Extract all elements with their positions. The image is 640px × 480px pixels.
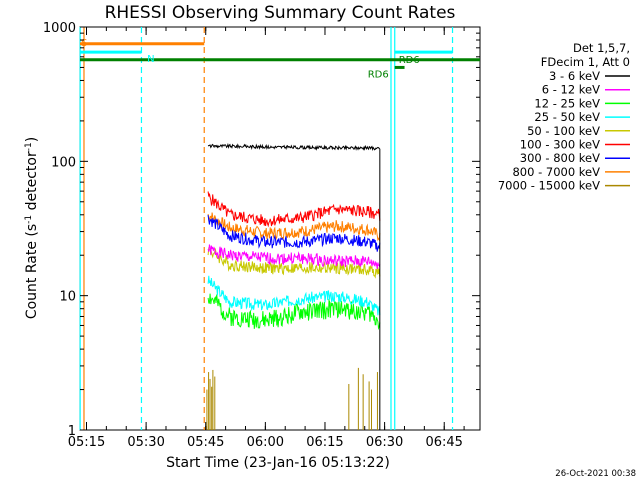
- legend-label: 25 - 50 keV: [534, 110, 600, 124]
- y-axis-label: Count Rate (s-1 detector-1): [24, 137, 40, 319]
- series-layer: [206, 142, 381, 430]
- legend-header-1: Det 1,5,7,: [573, 41, 630, 55]
- x-tick-label: 05:15: [68, 435, 105, 450]
- legend-label: 3 - 6 keV: [549, 69, 600, 83]
- plot-area: [79, 26, 481, 431]
- series-12-25-kev-line: [207, 293, 381, 331]
- series-25-50-kev-line: [207, 275, 381, 316]
- series-100-300-kev-line: [207, 191, 381, 228]
- flag-label: N: [147, 54, 154, 65]
- legend-label: 12 - 25 keV: [534, 96, 600, 110]
- y-tick-label: 10: [59, 290, 76, 305]
- legend-label: 6 - 12 keV: [542, 83, 600, 97]
- y-tick-label: 1: [68, 424, 76, 439]
- flag-label: RD6: [399, 55, 420, 66]
- plot-frame: [79, 26, 481, 431]
- series-50-100-kev-line: [207, 247, 381, 279]
- series-800-7000-kev-line: [207, 212, 381, 242]
- series-300-800-kev-line: [207, 215, 381, 252]
- x-axis-ticks: 05:15 05:30 05:45 06:00 06:15 06:30 06:45: [68, 27, 465, 450]
- x-tick-label: 05:45: [187, 435, 224, 450]
- x-tick-label: 06:00: [247, 435, 284, 450]
- legend-label: 800 - 7000 keV: [512, 165, 600, 179]
- legend-label: 7000 - 15000 keV: [498, 179, 600, 193]
- y-axis-ticks: 1 10 100 1000: [43, 21, 480, 439]
- chart-title: RHESSI Observing Summary Count Rates: [105, 3, 456, 23]
- x-axis-label: Start Time (23-Jan-16 05:13:22): [166, 455, 390, 471]
- x-tick-label: 05:30: [127, 435, 164, 450]
- x-tick-label: 06:15: [306, 435, 343, 450]
- observing-flags: S N RD6 RD6: [79, 27, 480, 430]
- flag-label: RD6: [368, 69, 389, 80]
- legend-label: 300 - 800 keV: [520, 151, 600, 165]
- y-tick-label: 100: [51, 155, 76, 170]
- x-tick-label: 06:30: [366, 435, 403, 450]
- y-tick-label: 1000: [43, 21, 76, 36]
- legend-label: 50 - 100 keV: [527, 124, 600, 138]
- x-tick-label: 06:45: [425, 435, 462, 450]
- legend-header-2: FDecim 1, Att 0: [541, 55, 630, 69]
- flag-label: S: [81, 38, 87, 49]
- series-6-12-kev-line: [207, 244, 381, 270]
- legend-label: 100 - 300 keV: [520, 138, 600, 152]
- series-3-6-kev-line: [207, 142, 381, 152]
- footer-timestamp: 26-Oct-2021 00:38: [555, 469, 636, 479]
